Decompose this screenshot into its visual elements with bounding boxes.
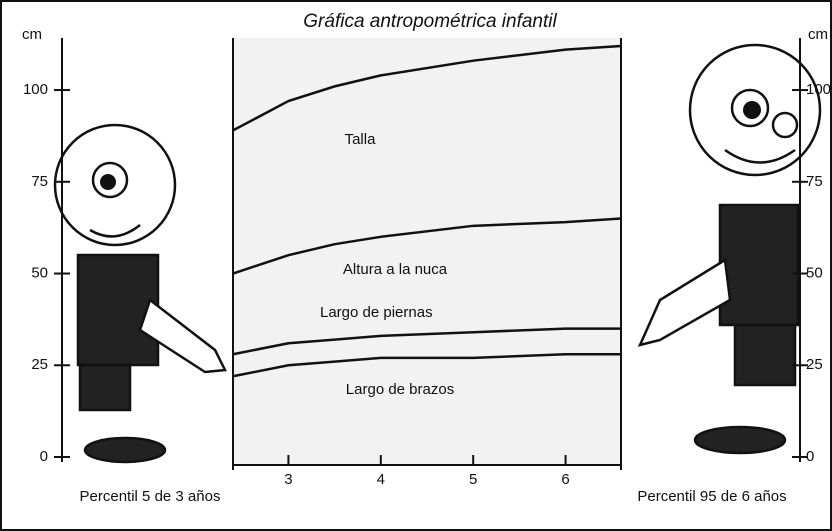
page: {"chart_data": {"type": "line", "title":…: [0, 0, 832, 531]
left-caption: Percentil 5 de 3 años: [80, 488, 221, 505]
y-tick-label: 50: [31, 264, 48, 281]
series-label: Altura a la nuca: [343, 261, 448, 278]
y2-axis-label: cm: [808, 26, 828, 43]
y-tick-label: 75: [31, 173, 48, 190]
x-tick-label: 5: [469, 471, 477, 488]
y2-tick-label: 50: [806, 264, 823, 281]
chart-title: Gráfica antropométrica infantil: [303, 11, 557, 32]
series-label: Largo de piernas: [320, 304, 433, 321]
chart: Gráfica antropométrica infantil cm cm Pe…: [0, 0, 832, 531]
y2-tick-label: 100: [806, 81, 831, 98]
y-tick-label: 25: [31, 356, 48, 373]
y2-tick-label: 0: [806, 448, 814, 465]
y-tick-label: 100: [23, 81, 48, 98]
right-caption: Percentil 95 de 6 años: [637, 488, 786, 505]
y2-tick-label: 25: [806, 356, 823, 373]
y-axis-label: cm: [22, 26, 42, 43]
series-label: Talla: [345, 131, 377, 148]
plot-background: [233, 38, 621, 465]
x-tick-label: 4: [377, 471, 385, 488]
x-tick-label: 3: [284, 471, 292, 488]
x-tick-label: 6: [561, 471, 569, 488]
y-tick-label: 0: [40, 448, 48, 465]
series-label: Largo de brazos: [346, 381, 454, 398]
y2-tick-label: 75: [806, 173, 823, 190]
